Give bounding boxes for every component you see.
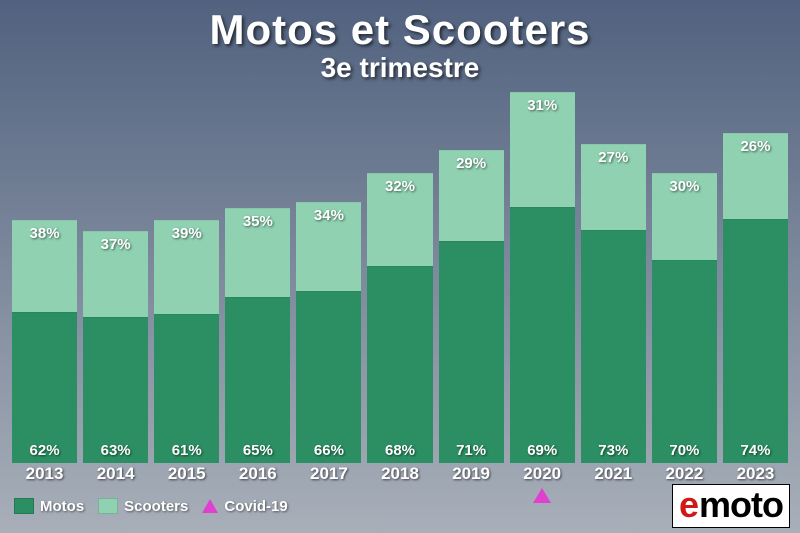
bar-segment-scooters: 31%: [510, 92, 575, 207]
bar-label-scooters: 29%: [439, 155, 504, 172]
bar-label-motos: 63%: [83, 442, 148, 459]
bar-column: 37% 63%: [83, 92, 148, 463]
bar-label-scooters: 30%: [652, 178, 717, 195]
bar-column: 35% 65%: [225, 92, 290, 463]
bar-segment-motos: 69%: [510, 207, 575, 463]
chart-title: Motos et Scooters: [0, 6, 800, 54]
bar-segment-scooters: 37%: [83, 231, 148, 317]
bar-segment-scooters: 32%: [367, 173, 432, 266]
bar-segment-motos: 61%: [154, 314, 219, 463]
bar-label-motos: 68%: [367, 442, 432, 459]
bar-segment-scooters: 34%: [296, 202, 361, 291]
bar-segment-motos: 65%: [225, 297, 290, 463]
bar-segment-motos: 66%: [296, 291, 361, 463]
x-axis-label: 2021: [581, 463, 646, 485]
bar-column: 29% 71%: [439, 92, 504, 463]
bar-label-scooters: 26%: [723, 138, 788, 155]
logo: emoto: [672, 484, 790, 528]
bar-label-motos: 61%: [154, 442, 219, 459]
x-axis-label: 2018: [367, 463, 432, 485]
legend-item: Covid-19: [202, 498, 287, 515]
bar-segment-scooters: 26%: [723, 133, 788, 219]
legend-label: Scooters: [124, 498, 188, 515]
legend-item: Scooters: [98, 498, 188, 515]
legend-label: Motos: [40, 498, 84, 515]
bar-label-scooters: 39%: [154, 225, 219, 242]
bar-label-motos: 70%: [652, 442, 717, 459]
bar-segment-motos: 71%: [439, 241, 504, 463]
bar-segment-scooters: 39%: [154, 220, 219, 315]
x-axis-labels: 2013 2014 2015 2016 2017 2018 2019 2020 2021 2022…: [12, 463, 788, 485]
bar-label-scooters: 37%: [83, 236, 148, 253]
chart-subtitle: 3e trimestre: [0, 52, 800, 84]
x-axis-label: 2017: [296, 463, 361, 485]
legend: Motos Scooters Covid-19: [14, 498, 288, 515]
bar-column: 32% 68%: [367, 92, 432, 463]
bar-segment-scooters: 27%: [581, 144, 646, 230]
logo-prefix: e: [679, 487, 699, 523]
x-axis-label: 2023: [723, 463, 788, 485]
chart-area: 38% 62% 37% 63% 39% 61% 35% 65% 34% 66% 32% 68% 29% 7…: [12, 92, 788, 485]
bar-label-motos: 65%: [225, 442, 290, 459]
bar-segment-motos: 74%: [723, 219, 788, 464]
footer: Motos Scooters Covid-19 emoto: [0, 485, 800, 533]
bar-label-motos: 71%: [439, 442, 504, 459]
x-axis-label: 2022: [652, 463, 717, 485]
bar-segment-scooters: 38%: [12, 220, 77, 313]
bar-column: 31% 69%: [510, 92, 575, 463]
x-axis-label: 2015: [154, 463, 219, 485]
bar-segment-scooters: 29%: [439, 150, 504, 241]
bar-label-motos: 74%: [723, 442, 788, 459]
bar-segment-motos: 63%: [83, 317, 148, 463]
bar-column: 26% 74%: [723, 92, 788, 463]
bar-segment-motos: 62%: [12, 312, 77, 463]
legend-label: Covid-19: [224, 498, 287, 515]
legend-swatch-icon: [98, 498, 118, 514]
bar-label-motos: 66%: [296, 442, 361, 459]
bar-column: 27% 73%: [581, 92, 646, 463]
x-axis-label: 2020: [510, 463, 575, 485]
bar-segment-motos: 73%: [581, 230, 646, 463]
bar-segment-scooters: 35%: [225, 208, 290, 297]
x-axis-label: 2016: [225, 463, 290, 485]
bar-label-scooters: 27%: [581, 149, 646, 166]
bars-group: 38% 62% 37% 63% 39% 61% 35% 65% 34% 66% 32% 68% 29% 7…: [12, 92, 788, 463]
legend-triangle-icon: [202, 499, 218, 513]
bar-label-motos: 62%: [12, 442, 77, 459]
x-axis-label: 2013: [12, 463, 77, 485]
bar-column: 39% 61%: [154, 92, 219, 463]
bar-label-scooters: 31%: [510, 97, 575, 114]
bar-label-scooters: 38%: [12, 225, 77, 242]
bar-segment-motos: 68%: [367, 266, 432, 463]
bar-column: 30% 70%: [652, 92, 717, 463]
legend-swatch-icon: [14, 498, 34, 514]
bar-label-motos: 73%: [581, 442, 646, 459]
chart-container: Motos et Scooters 3e trimestre 38% 62% 37%…: [0, 0, 800, 533]
legend-item: Motos: [14, 498, 84, 515]
bar-label-scooters: 34%: [296, 207, 361, 224]
x-axis-label: 2019: [439, 463, 504, 485]
bar-segment-motos: 70%: [652, 260, 717, 463]
bar-label-scooters: 35%: [225, 213, 290, 230]
bar-label-scooters: 32%: [367, 178, 432, 195]
bar-label-motos: 69%: [510, 442, 575, 459]
bar-column: 38% 62%: [12, 92, 77, 463]
logo-rest: moto: [699, 487, 783, 523]
bar-segment-scooters: 30%: [652, 173, 717, 260]
bar-column: 34% 66%: [296, 92, 361, 463]
x-axis-label: 2014: [83, 463, 148, 485]
